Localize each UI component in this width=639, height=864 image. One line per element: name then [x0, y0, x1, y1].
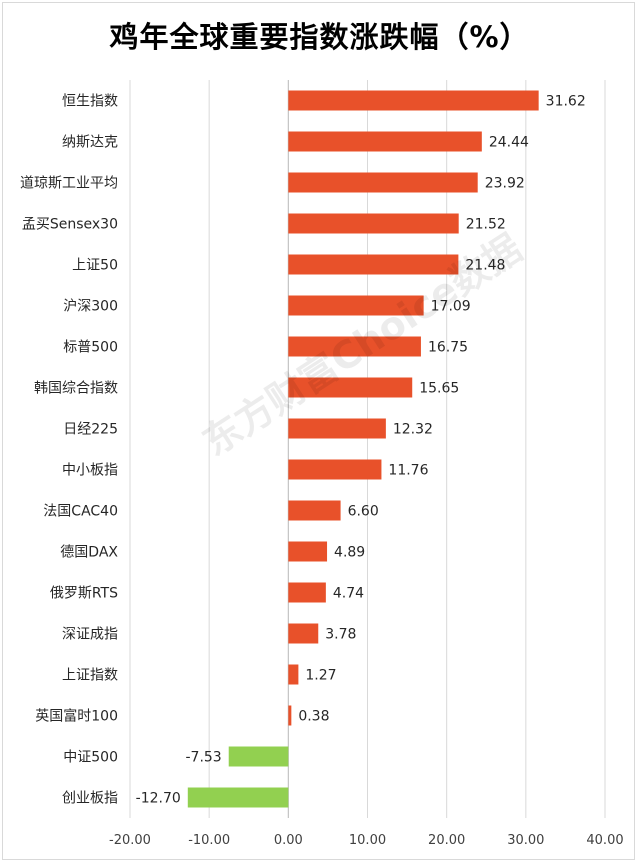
- x-tick-label: 40.00: [586, 833, 623, 848]
- bar: [288, 541, 328, 562]
- bar: [288, 459, 382, 480]
- category-label: 道琼斯工业平均: [20, 176, 118, 192]
- category-label: 纳斯达克: [62, 135, 118, 151]
- bar: [288, 295, 424, 316]
- bar: [288, 500, 341, 521]
- bar: [288, 582, 326, 603]
- bar: [288, 336, 421, 357]
- bar: [288, 664, 299, 685]
- category-label: 创业板指: [62, 791, 118, 807]
- data-label: 16.75: [428, 340, 468, 356]
- category-label: 标普500: [63, 340, 118, 356]
- category-label: 上证50: [72, 258, 118, 274]
- data-label: -7.53: [185, 750, 221, 766]
- category-label: 中证500: [63, 750, 118, 766]
- data-label: 4.89: [334, 545, 365, 561]
- category-label: 英国富时100: [35, 708, 118, 725]
- data-label: 12.32: [393, 422, 433, 438]
- category-label: 孟买Sensex30: [22, 217, 118, 233]
- category-label: 俄罗斯RTS: [50, 586, 118, 602]
- data-label: -12.70: [136, 791, 181, 807]
- category-label: 韩国综合指数: [34, 381, 118, 397]
- x-tick-label: 10.00: [349, 833, 386, 848]
- bar: [187, 787, 289, 808]
- data-label: 4.74: [333, 586, 364, 602]
- data-label: 31.62: [546, 94, 586, 110]
- category-label: 上证指数: [62, 668, 118, 684]
- x-tick-label: 20.00: [428, 833, 465, 848]
- bar: [288, 623, 319, 644]
- x-tick-label: 30.00: [507, 833, 544, 848]
- data-label: 24.44: [489, 135, 529, 151]
- bar: [288, 131, 482, 152]
- category-label: 沪深300: [63, 299, 118, 315]
- data-label: 15.65: [419, 381, 459, 397]
- data-label: 3.78: [325, 627, 356, 643]
- bar: [288, 172, 478, 193]
- data-label: 6.60: [348, 504, 379, 520]
- bar: [288, 213, 459, 234]
- data-label: 1.27: [305, 668, 336, 684]
- data-label: 17.09: [431, 299, 471, 315]
- chart-title: 鸡年全球重要指数涨跌幅（%）: [109, 20, 530, 54]
- bar: [288, 418, 386, 439]
- bar: [288, 377, 413, 398]
- x-tick-label: -20.00: [109, 833, 151, 848]
- category-label: 恒生指数: [62, 94, 118, 110]
- bar: [288, 254, 459, 275]
- data-label: 21.52: [466, 217, 506, 233]
- category-label: 中小板指: [62, 463, 118, 479]
- bar: [228, 746, 289, 767]
- data-label: 21.48: [465, 258, 505, 274]
- category-label: 法国CAC40: [43, 504, 118, 520]
- category-label: 德国DAX: [60, 545, 118, 561]
- bar: [288, 90, 539, 111]
- x-tick-label: -10.00: [188, 833, 230, 848]
- category-label: 深证成指: [62, 627, 118, 643]
- data-label: 0.38: [298, 709, 329, 725]
- bar: [288, 705, 292, 726]
- data-label: 23.92: [485, 176, 525, 192]
- x-tick-label: 0.00: [274, 833, 303, 848]
- category-label: 日经225: [63, 422, 118, 438]
- data-label: 11.76: [388, 463, 428, 479]
